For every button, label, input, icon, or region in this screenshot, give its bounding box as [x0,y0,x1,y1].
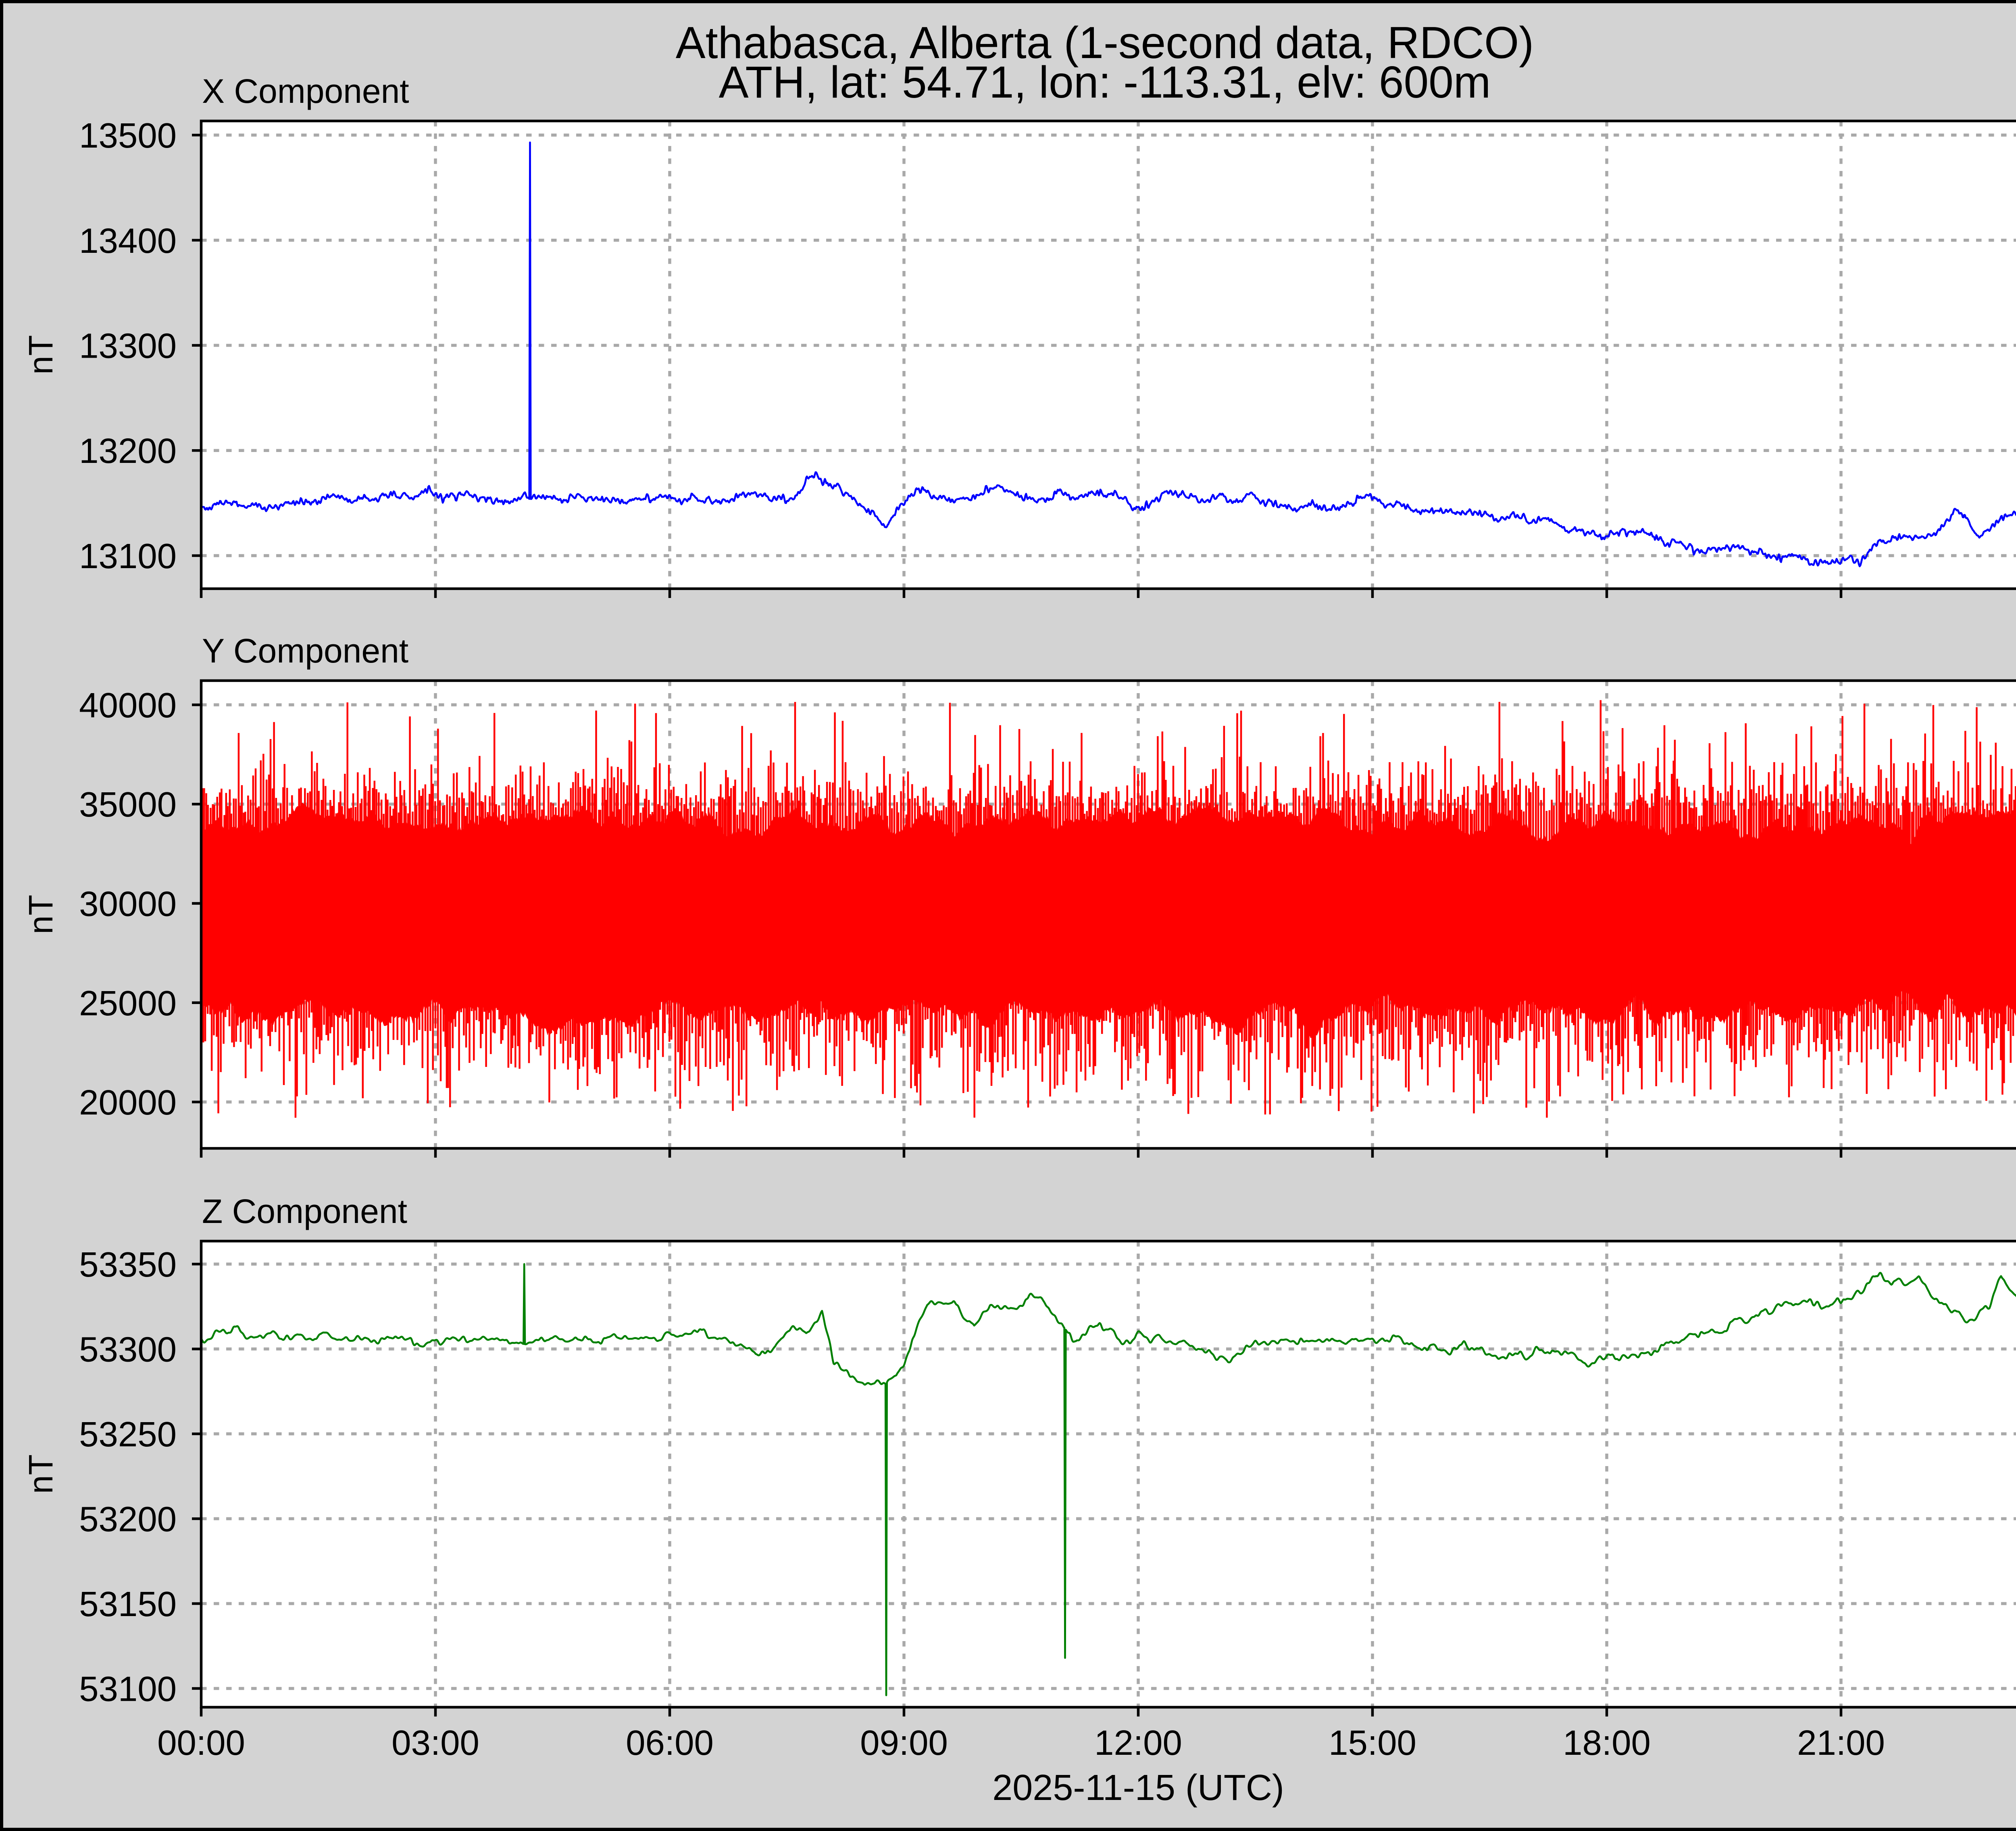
svg-text:13200: 13200 [79,431,177,471]
svg-text:53300: 53300 [79,1330,177,1369]
svg-text:nT: nT [22,1454,60,1494]
svg-text:13400: 13400 [79,221,177,260]
svg-text:ATH, lat: 54.71, lon: -113.31,: ATH, lat: 54.71, lon: -113.31, elv: 600m [719,57,1491,107]
svg-text:13500: 13500 [79,116,177,155]
svg-text:53200: 53200 [79,1500,177,1539]
svg-text:18:00: 18:00 [1563,1723,1651,1762]
svg-text:03:00: 03:00 [392,1723,479,1762]
svg-text:40000: 40000 [79,686,177,725]
svg-text:15:00: 15:00 [1329,1723,1416,1762]
svg-text:53350: 53350 [79,1245,177,1284]
svg-text:21:00: 21:00 [1797,1723,1885,1762]
svg-text:06:00: 06:00 [626,1723,714,1762]
svg-text:20000: 20000 [79,1083,177,1122]
svg-text:53100: 53100 [79,1670,177,1709]
svg-text:13100: 13100 [79,537,177,576]
svg-text:00:00: 00:00 [157,1723,245,1762]
svg-text:13300: 13300 [79,327,177,366]
svg-text:30000: 30000 [79,885,177,924]
svg-text:nT: nT [22,895,60,934]
svg-text:12:00: 12:00 [1094,1723,1182,1762]
svg-text:Y Component: Y Component [202,632,408,670]
svg-text:nT: nT [22,335,60,375]
svg-text:25000: 25000 [79,984,177,1023]
svg-text:X Component: X Component [202,72,409,110]
svg-text:09:00: 09:00 [860,1723,948,1762]
svg-text:Athabasca, Alberta (1-second d: Athabasca, Alberta (1-second data, RDCO) [676,18,1534,68]
svg-text:Z Component: Z Component [202,1192,407,1230]
svg-text:53250: 53250 [79,1415,177,1454]
svg-text:35000: 35000 [79,785,177,824]
svg-text:53150: 53150 [79,1585,177,1624]
svg-text:2025-11-15 (UTC): 2025-11-15 (UTC) [992,1768,1284,1808]
